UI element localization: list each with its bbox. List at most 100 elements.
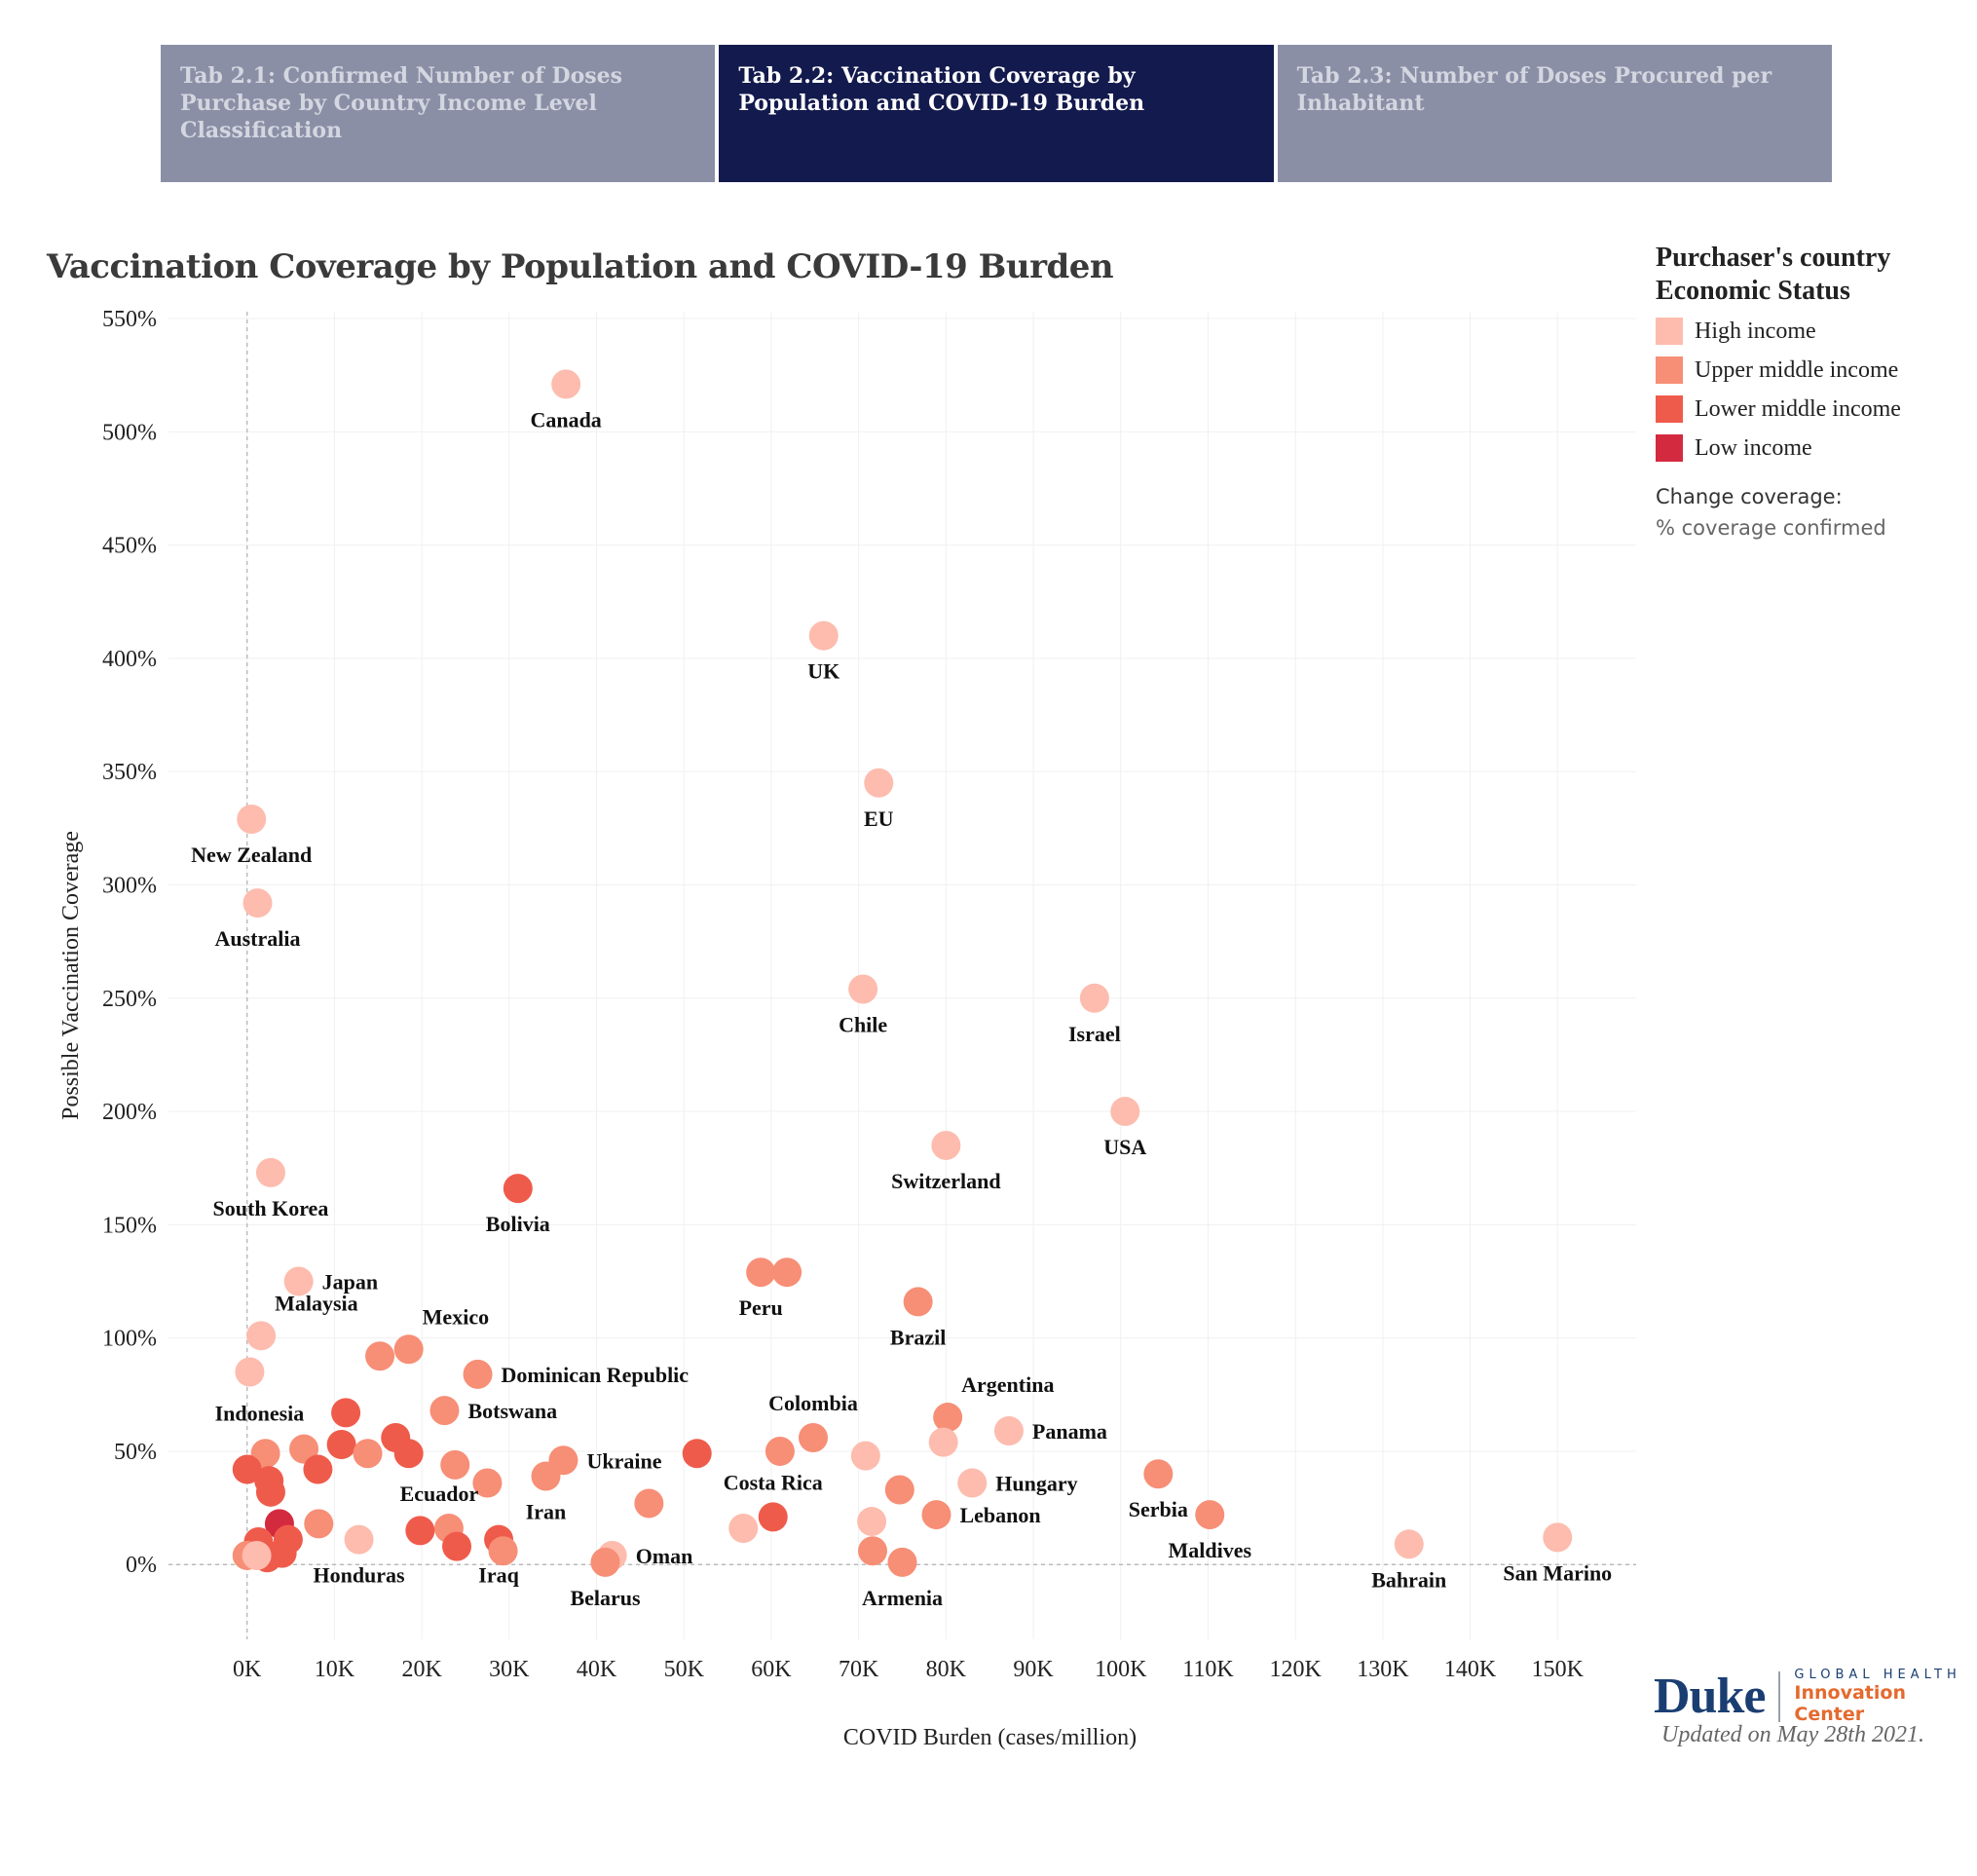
data-point[interactable] [682,1439,712,1469]
data-point[interactable] [993,1416,1024,1446]
data-point[interactable] [1143,1459,1174,1489]
data-point[interactable] [531,1461,561,1491]
tab-doses-per-inhabitant[interactable]: Tab 2.3: Number of Doses Procured per In… [1277,45,1832,182]
data-point[interactable] [808,620,839,651]
data-point[interactable] [551,369,581,399]
point-label: USA [1103,1135,1146,1159]
point-label: Israel [1068,1022,1121,1046]
data-point[interactable] [503,1174,533,1204]
data-point[interactable] [921,1500,951,1530]
data-point[interactable] [1110,1097,1140,1127]
x-tick-label: 50K [664,1657,705,1682]
data-point[interactable] [848,974,878,1004]
data-point[interactable] [765,1436,795,1466]
y-tick-label: 300% [102,873,157,898]
tab-vaccination-coverage[interactable]: Tab 2.2: Vaccination Coverage by Populat… [719,45,1274,182]
data-point[interactable] [246,1321,277,1351]
data-point[interactable] [864,768,894,798]
point-label: New Zealand [191,843,312,867]
data-point[interactable] [758,1502,788,1532]
data-point[interactable] [463,1359,493,1389]
data-point[interactable] [472,1468,503,1498]
data-point[interactable] [255,1477,285,1507]
x-tick-label: 90K [1013,1657,1054,1682]
legend-item-lower-middle-income[interactable]: Lower middle income [1656,390,1967,429]
point-label: Indonesia [215,1402,305,1426]
data-point[interactable] [590,1547,620,1577]
data-point[interactable] [405,1516,435,1546]
data-point[interactable] [283,1266,314,1296]
y-tick-label: 400% [102,647,157,672]
point-label: Iraq [478,1563,519,1588]
data-point[interactable] [772,1257,802,1288]
data-point[interactable] [429,1396,460,1426]
point-label: Panama [1032,1419,1107,1444]
data-point[interactable] [1543,1522,1573,1553]
data-point[interactable] [884,1475,914,1505]
data-point[interactable] [1394,1529,1424,1559]
data-point[interactable] [634,1488,664,1519]
data-point[interactable] [931,1130,961,1160]
data-point[interactable] [326,1429,356,1459]
data-point[interactable] [393,1439,424,1469]
y-tick-label: 200% [102,1100,157,1125]
legend-label: Low income [1695,434,1812,461]
data-point[interactable] [746,1257,776,1288]
data-point[interactable] [933,1403,963,1433]
data-point[interactable] [353,1439,383,1469]
legend-item-low-income[interactable]: Low income [1656,429,1967,468]
data-point[interactable] [442,1531,472,1561]
tab-bar: Tab 2.1: Confirmed Number of Doses Purch… [161,45,1832,182]
data-point[interactable] [1195,1500,1225,1530]
data-point[interactable] [344,1524,374,1555]
data-point[interactable] [232,1454,262,1484]
data-point[interactable] [799,1422,829,1452]
data-point[interactable] [903,1287,933,1317]
data-point[interactable] [887,1547,917,1577]
data-point[interactable] [235,1357,265,1387]
tab-doses-by-income[interactable]: Tab 2.1: Confirmed Number of Doses Purch… [161,45,716,182]
data-point[interactable] [331,1398,361,1428]
coverage-selector[interactable]: % coverage confirmed [1656,516,1886,540]
data-point[interactable] [928,1427,958,1457]
data-point[interactable] [237,805,267,835]
point-label: Iran [526,1500,567,1524]
legend-swatch [1656,318,1683,345]
data-point[interactable] [440,1449,470,1480]
point-label: Armenia [862,1586,943,1610]
data-point[interactable] [242,888,273,919]
data-point[interactable] [304,1509,334,1539]
point-label: Argentina [961,1372,1054,1397]
y-tick-label: 250% [102,987,157,1012]
y-tick-label: 450% [102,534,157,559]
point-label: Ecuador [400,1482,479,1506]
data-point[interactable] [857,1507,887,1537]
data-point[interactable] [957,1468,988,1498]
data-point[interactable] [303,1454,333,1484]
point-label: Botswana [467,1399,557,1423]
data-point[interactable] [728,1514,759,1544]
data-point[interactable] [393,1334,424,1365]
point-label: Hungary [995,1472,1077,1496]
x-tick-label: 70K [839,1657,879,1682]
legend-item-upper-middle-income[interactable]: Upper middle income [1656,351,1967,390]
point-label: Canada [530,407,601,431]
legend-item-high-income[interactable]: High income [1656,312,1967,351]
x-tick-label: 100K [1095,1657,1147,1682]
data-point[interactable] [1079,983,1109,1013]
data-point[interactable] [242,1540,272,1570]
point-label: Maldives [1168,1538,1251,1562]
logo-line2: Innovation Center [1794,1682,1906,1725]
data-point[interactable] [858,1536,888,1566]
x-tick-label: 140K [1444,1657,1497,1682]
legend-swatch [1656,356,1683,384]
data-point[interactable] [488,1536,518,1566]
data-point[interactable] [850,1441,880,1471]
data-point[interactable] [365,1341,395,1371]
data-point[interactable] [289,1434,319,1464]
scatter-chart[interactable]: 0K 10K 20K 30K 40K 50K 60K 70K 80K 90K 100K 110K 120… [0,292,1636,1773]
point-label: Colombia [768,1391,858,1415]
data-point[interactable] [255,1157,285,1187]
y-axis-title: Possible Vaccination Coverage [58,831,84,1120]
point-label: Mexico [423,1304,489,1329]
